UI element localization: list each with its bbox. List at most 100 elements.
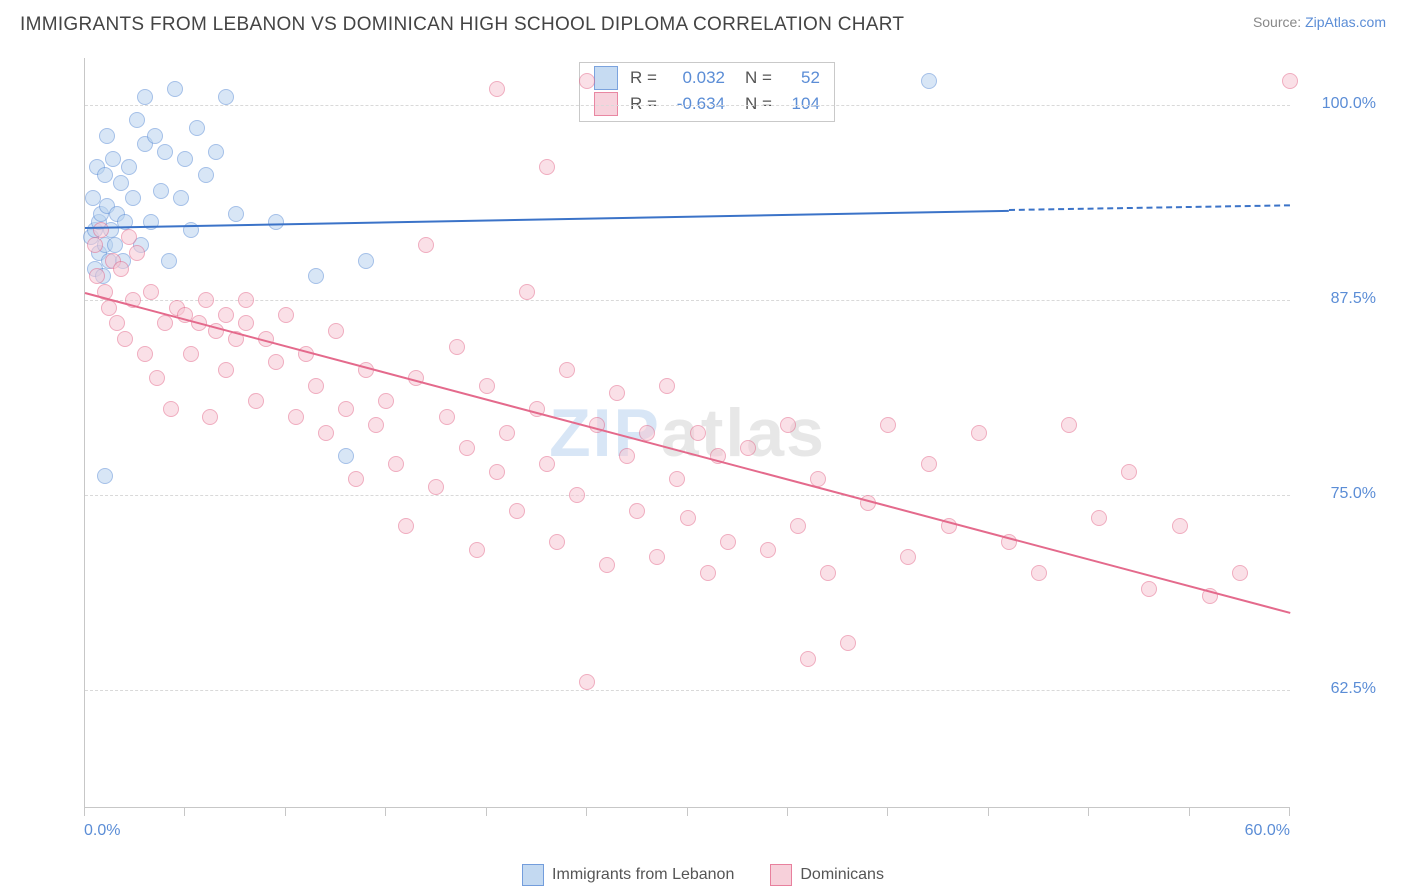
data-point: [579, 674, 595, 690]
data-point: [378, 393, 394, 409]
x-tick: [184, 808, 185, 816]
x-tick: [1088, 808, 1089, 816]
series-legend: Immigrants from Lebanon Dominicans: [0, 864, 1406, 886]
data-point: [125, 190, 141, 206]
data-point: [228, 206, 244, 222]
data-point: [1172, 518, 1188, 534]
data-point: [388, 456, 404, 472]
data-point: [459, 440, 475, 456]
data-point: [880, 417, 896, 433]
data-point: [780, 417, 796, 433]
data-point: [1061, 417, 1077, 433]
data-point: [1091, 510, 1107, 526]
chart-title: IMMIGRANTS FROM LEBANON VS DOMINICAN HIG…: [20, 14, 904, 36]
legend-item: Dominicans: [770, 864, 884, 886]
data-point: [760, 542, 776, 558]
data-point: [202, 409, 218, 425]
x-tick: [787, 808, 788, 816]
legend-label: Dominicans: [800, 866, 884, 883]
data-point: [338, 448, 354, 464]
data-point: [690, 425, 706, 441]
y-tick-label: 62.5%: [1331, 680, 1376, 698]
x-tick: [486, 808, 487, 816]
data-point: [268, 354, 284, 370]
data-point: [740, 440, 756, 456]
legend-item: Immigrants from Lebanon: [522, 864, 734, 886]
data-point: [398, 518, 414, 534]
data-point: [1282, 73, 1298, 89]
data-point: [129, 112, 145, 128]
x-tick: [1189, 808, 1190, 816]
data-point: [439, 409, 455, 425]
data-point: [469, 542, 485, 558]
data-point: [579, 73, 595, 89]
legend-swatch: [522, 864, 544, 886]
data-point: [1121, 464, 1137, 480]
y-tick-label: 100.0%: [1322, 95, 1376, 113]
data-point: [137, 89, 153, 105]
data-point: [539, 456, 555, 472]
data-point: [599, 557, 615, 573]
legend-row: R =0.032N =52: [588, 65, 826, 91]
data-point: [173, 190, 189, 206]
watermark: ZIPatlas: [549, 394, 826, 472]
data-point: [800, 651, 816, 667]
data-point: [87, 237, 103, 253]
data-point: [569, 487, 585, 503]
x-tick: [887, 808, 888, 816]
watermark-part2: atlas: [661, 395, 826, 471]
data-point: [93, 222, 109, 238]
data-point: [1232, 565, 1248, 581]
data-point: [499, 425, 515, 441]
data-point: [109, 315, 125, 331]
legend-n-value: 52: [778, 65, 826, 91]
data-point: [358, 253, 374, 269]
data-point: [619, 448, 635, 464]
data-point: [971, 425, 987, 441]
legend-table: R =0.032N =52R =-0.634N =104: [588, 65, 826, 117]
data-point: [790, 518, 806, 534]
x-min-label: 0.0%: [84, 822, 120, 840]
x-tick: [586, 808, 587, 816]
data-point: [639, 425, 655, 441]
source-link[interactable]: ZipAtlas.com: [1305, 14, 1386, 30]
data-point: [428, 479, 444, 495]
data-point: [198, 167, 214, 183]
data-point: [113, 261, 129, 277]
legend-swatch: [770, 864, 792, 886]
trend-line-extension: [1009, 205, 1290, 212]
data-point: [117, 331, 133, 347]
data-point: [318, 425, 334, 441]
data-point: [509, 503, 525, 519]
data-point: [629, 503, 645, 519]
data-point: [348, 471, 364, 487]
data-point: [238, 292, 254, 308]
data-point: [157, 315, 173, 331]
gridline: [85, 300, 1290, 301]
gridline: [85, 495, 1290, 496]
x-tick: [1289, 808, 1290, 816]
data-point: [97, 468, 113, 484]
data-point: [840, 635, 856, 651]
data-point: [649, 549, 665, 565]
data-point: [97, 167, 113, 183]
x-tick: [285, 808, 286, 816]
data-point: [549, 534, 565, 550]
data-point: [921, 456, 937, 472]
data-point: [921, 73, 937, 89]
plot-area: High School Diploma ZIPatlas R =0.032N =…: [42, 54, 1382, 844]
data-point: [900, 549, 916, 565]
data-point: [149, 370, 165, 386]
data-point: [519, 284, 535, 300]
data-point: [113, 175, 129, 191]
legend-label: Immigrants from Lebanon: [552, 866, 734, 883]
data-point: [479, 378, 495, 394]
legend-r-label: R =: [624, 65, 663, 91]
data-point: [121, 229, 137, 245]
data-point: [218, 307, 234, 323]
trend-line: [85, 292, 1291, 614]
data-point: [308, 268, 324, 284]
data-point: [609, 385, 625, 401]
data-point: [153, 183, 169, 199]
data-point: [328, 323, 344, 339]
